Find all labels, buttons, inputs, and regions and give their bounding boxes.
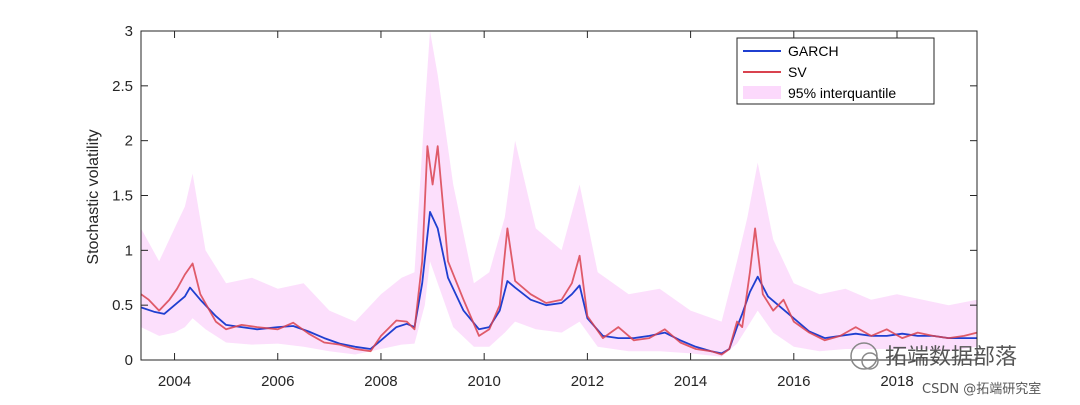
x-tick-label-2010: 2010 [467, 373, 500, 390]
x-tick-label-2008: 2008 [364, 373, 397, 390]
y-axis-title: Stochastic volatility [85, 129, 102, 264]
y-tick-label-1.5: 1.5 [112, 188, 133, 205]
series-line-sv [140, 145, 978, 356]
y-tick-label-3: 3 [125, 23, 133, 40]
y-tick-label-2: 2 [125, 133, 133, 150]
y-tick-label-1: 1 [125, 242, 133, 259]
interquantile-band [141, 31, 977, 357]
y-tick-label-0.5: 0.5 [112, 297, 133, 314]
x-tick-label-2004: 2004 [158, 373, 191, 390]
legend-garch-label: GARCH [788, 43, 839, 59]
wechat-icon-inner [861, 352, 879, 370]
y-tick-label-0: 0 [125, 352, 133, 369]
watermark: 拓端数据部落 CSDN @拓端研究室 [850, 342, 1041, 397]
watermark-brand: 拓端数据部落 [885, 345, 1017, 370]
x-tick-label-2014: 2014 [674, 373, 707, 390]
legend-sv-label: SV [788, 64, 807, 80]
x-tick-label-2006: 2006 [261, 373, 294, 390]
legend: GARCH SV 95% interquantile [736, 37, 935, 105]
legend-band-swatch [743, 86, 781, 99]
x-tick-label-2016: 2016 [777, 373, 810, 390]
watermark-credit: CSDN @拓端研究室 [922, 381, 1041, 397]
y-tick-label-2.5: 2.5 [112, 78, 133, 95]
legend-band-label: 95% interquantile [788, 85, 896, 101]
x-tick-label-2012: 2012 [571, 373, 604, 390]
x-tick-label-2018: 2018 [880, 373, 913, 390]
